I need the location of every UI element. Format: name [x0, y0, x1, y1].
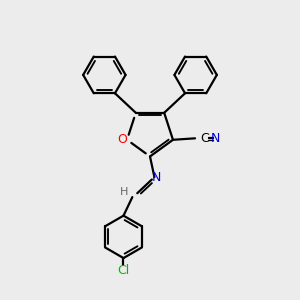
Text: O: O — [117, 133, 127, 146]
Text: N: N — [211, 132, 220, 145]
Text: Cl: Cl — [117, 264, 130, 277]
Text: H: H — [120, 187, 128, 197]
Text: C: C — [200, 132, 209, 145]
Text: N: N — [152, 171, 161, 184]
